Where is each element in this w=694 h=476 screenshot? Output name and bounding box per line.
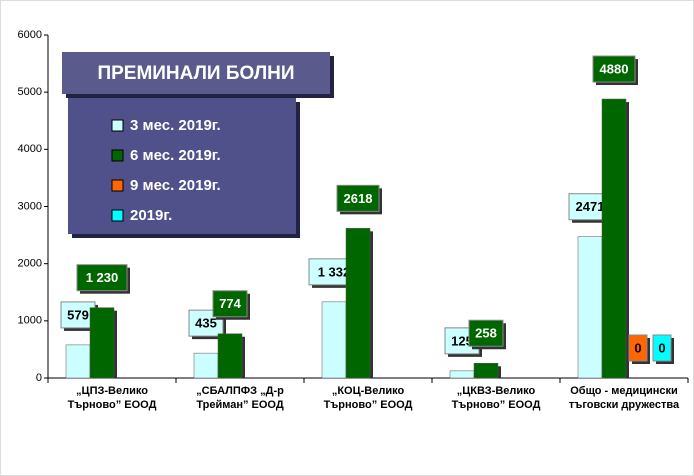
legend-label: 9 мес. 2019г. — [130, 177, 221, 194]
legend-label: 6 мес. 2019г. — [130, 147, 221, 164]
bar — [217, 333, 243, 379]
bar-side — [626, 102, 629, 378]
title-box — [62, 52, 330, 94]
x-tick-label: Общо - медицински тъговски дружества — [568, 385, 680, 411]
value-label-box — [468, 319, 504, 347]
y-tick-label: 4000 — [18, 143, 42, 155]
bar-side — [370, 231, 373, 378]
bar-side — [114, 310, 117, 378]
x-tick-label: „ЦКВЗ-Велико Търново” ЕООД — [451, 385, 541, 411]
value-label-box — [212, 290, 248, 318]
legend-label: 2019г. — [130, 207, 172, 224]
y-tick-label: 2000 — [18, 258, 42, 270]
bar-side — [242, 336, 245, 378]
value-label: 0 — [634, 340, 641, 355]
value-label: 435 — [195, 316, 217, 331]
bar — [321, 301, 347, 379]
value-label: 2471 — [576, 199, 605, 214]
y-tick-label: 1000 — [18, 315, 42, 327]
value-label-box — [60, 301, 96, 329]
legend-swatch — [111, 179, 124, 192]
bar — [449, 370, 475, 379]
bar — [65, 344, 91, 379]
y-tick-label: 0 — [36, 372, 42, 384]
y-tick-label: 3000 — [18, 200, 42, 212]
legend-label: 3 мес. 2019г. — [130, 117, 221, 134]
bar-side — [498, 366, 501, 378]
chart-title: ПРЕМИНАЛИ БОЛНИ — [97, 63, 294, 84]
legend-swatch — [111, 149, 124, 162]
bar — [601, 98, 627, 379]
value-label: 1 230 — [86, 270, 119, 285]
value-label: 774 — [219, 296, 241, 311]
value-label: 1 332 — [318, 264, 351, 279]
value-label: 258 — [475, 326, 497, 341]
value-label-box — [188, 309, 224, 337]
legend-swatch — [111, 119, 124, 132]
x-tick-label: „ЦПЗ-Велико Търново” ЕООД — [67, 385, 157, 411]
value-label: 4880 — [600, 61, 629, 76]
value-label-box — [628, 334, 648, 362]
y-tick-label: 5000 — [18, 86, 42, 98]
legend-swatch — [111, 209, 124, 222]
y-tick-label: 6000 — [18, 29, 42, 41]
value-label-box — [592, 55, 636, 83]
value-label-box — [76, 264, 128, 292]
bar — [473, 363, 499, 379]
x-tick-label: „КОЦ-Велико Търново” ЕООД — [323, 385, 413, 411]
value-label-box — [652, 334, 672, 362]
value-label: 0 — [658, 340, 665, 355]
bar — [193, 352, 219, 379]
bar — [345, 228, 371, 379]
bar — [577, 236, 603, 379]
legend-box — [68, 98, 296, 234]
value-label: 579 — [67, 307, 89, 322]
value-label: 2618 — [344, 191, 373, 206]
value-label: 125 — [451, 333, 473, 348]
bar — [89, 307, 115, 379]
value-label-box — [336, 184, 380, 212]
x-tick-label: „СБАЛПФЗ „Д-р Трейман” ЕООД — [196, 385, 284, 411]
